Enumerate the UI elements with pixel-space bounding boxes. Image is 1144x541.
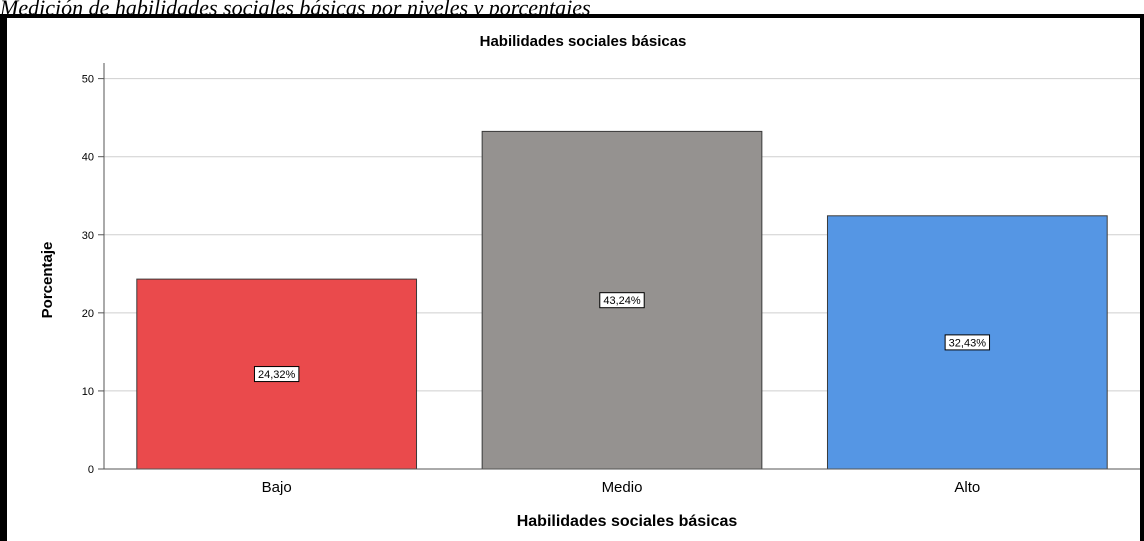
x-axis-label: Habilidades sociales básicas (517, 513, 738, 530)
y-tick-label: 50 (82, 74, 94, 86)
y-tick-label: 30 (82, 230, 94, 242)
x-tick-label: Medio (602, 479, 643, 496)
y-tick-label: 20 (82, 308, 94, 320)
data-label: 43,24% (603, 295, 641, 307)
y-axis-label: Porcentaje (39, 242, 56, 319)
y-tick-label: 40 (82, 152, 94, 164)
x-tick-label: Bajo (262, 479, 292, 496)
chart-frame: Habilidades sociales básicas 0 10 20 30 40 50… (0, 14, 1144, 541)
x-tick-label: Alto (954, 479, 980, 496)
chart-title: Habilidades sociales básicas (480, 33, 687, 50)
bar-chart: Habilidades sociales básicas 0 10 20 30 40 50… (7, 18, 1140, 541)
bars: 24,32% 43,24% 32,43% (137, 131, 1107, 469)
x-axis: Bajo Medio Alto (104, 469, 1140, 496)
y-axis: 0 10 20 30 40 50 (82, 63, 104, 476)
data-label: 24,32% (258, 369, 296, 381)
data-label: 32,43% (949, 337, 987, 349)
y-tick-label: 0 (88, 464, 94, 476)
y-tick-label: 10 (82, 386, 94, 398)
